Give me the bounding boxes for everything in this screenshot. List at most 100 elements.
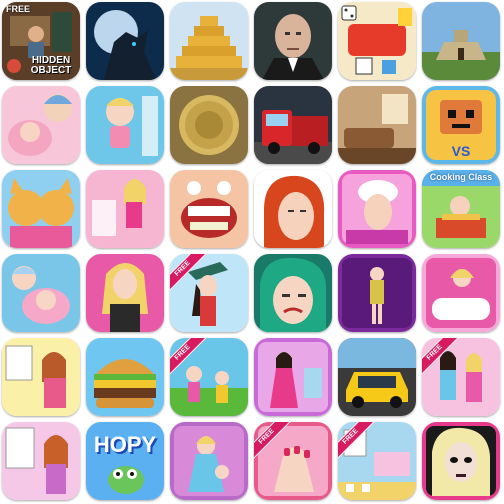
taxi-app-icon[interactable]	[338, 338, 416, 416]
kitty-twins-app-icon[interactable]	[2, 170, 80, 248]
blonde-fashion-artwork	[86, 254, 164, 332]
fashion-sketch-artwork	[2, 422, 80, 500]
baby-dress-up-artwork	[86, 86, 164, 164]
sick-girl-artwork	[254, 254, 332, 332]
app-icon-cell: FREE	[168, 252, 252, 336]
app-icon-cell	[84, 168, 168, 252]
hat-girl-artwork	[170, 254, 248, 332]
bald-man-artwork	[254, 2, 332, 80]
sick-girl-app-icon[interactable]	[254, 254, 332, 332]
fashion-sketch-app-icon[interactable]	[2, 422, 80, 500]
app-icon-cell	[84, 84, 168, 168]
app-icon-cell: FREE	[336, 420, 420, 504]
gothic-girl-app-icon[interactable]	[422, 422, 500, 500]
app-icon-cell: FREE	[168, 336, 252, 420]
living-room-app-icon[interactable]	[338, 86, 416, 164]
living-room-artwork	[338, 86, 416, 164]
dress-up-duo-app-icon[interactable]: FREE	[422, 338, 500, 416]
newborn-artwork	[2, 86, 80, 164]
hidden-object-artwork	[2, 2, 80, 80]
gold-coin-app-icon[interactable]	[170, 86, 248, 164]
cooking-artwork	[422, 170, 500, 248]
app-icon-cell	[336, 336, 420, 420]
face-surgery-app-icon[interactable]	[254, 170, 332, 248]
sketch-girl-app-icon[interactable]	[2, 338, 80, 416]
app-icon-cell	[336, 0, 420, 84]
werewolf-moon-app-icon[interactable]	[86, 2, 164, 80]
bald-man-app-icon[interactable]	[254, 2, 332, 80]
spa-artwork	[338, 170, 416, 248]
sketch-girl-artwork	[2, 338, 80, 416]
hidden-object-app-icon[interactable]: FREE HIDDEN OBJECT	[2, 2, 80, 80]
hopy-artwork	[86, 422, 164, 500]
app-icon-cell: VS	[420, 84, 504, 168]
pyramid-artwork	[170, 2, 248, 80]
mayan-temple-app-icon[interactable]	[422, 2, 500, 80]
gold-coin-artwork	[170, 86, 248, 164]
runway-artwork	[338, 254, 416, 332]
blonde-fashion-app-icon[interactable]	[86, 254, 164, 332]
app-icon-cell	[252, 336, 336, 420]
dentist-app-icon[interactable]	[170, 170, 248, 248]
room-decor-app-icon[interactable]: FREE	[338, 422, 416, 500]
app-icon-cell: Cooking Class	[420, 168, 504, 252]
app-icon-cell	[168, 0, 252, 84]
nail-salon-app-icon[interactable]: FREE	[254, 422, 332, 500]
mommy-baby-app-icon[interactable]	[2, 254, 80, 332]
burger-app-icon[interactable]	[86, 338, 164, 416]
pink-dress-app-icon[interactable]	[254, 338, 332, 416]
app-icon-cell	[168, 84, 252, 168]
app-icon-cell	[0, 420, 84, 504]
golden-pyramid-app-icon[interactable]	[170, 2, 248, 80]
gothic-girl-artwork	[422, 422, 500, 500]
mommy-baby-artwork	[2, 254, 80, 332]
app-icon-cell	[0, 84, 84, 168]
werewolf-artwork	[86, 2, 164, 80]
app-icon-cell	[336, 168, 420, 252]
app-icon-cell	[84, 336, 168, 420]
pink-dress-artwork	[254, 338, 332, 416]
fashion-girl-artwork	[86, 170, 164, 248]
app-icon-cell	[252, 252, 336, 336]
truck-artwork	[254, 86, 332, 164]
app-icon-cell	[252, 84, 336, 168]
app-icon-cell	[336, 84, 420, 168]
baby-dress-up-app-icon[interactable]	[86, 86, 164, 164]
word-game-artwork	[338, 2, 416, 80]
app-icon-cell: FREE	[252, 420, 336, 504]
princess-baby-app-icon[interactable]	[170, 422, 248, 500]
app-icon-cell: HOPY	[84, 420, 168, 504]
bubble-bath-app-icon[interactable]	[422, 254, 500, 332]
runway-model-app-icon[interactable]	[338, 254, 416, 332]
face-surgery-artwork	[254, 170, 332, 248]
svg-text:VS: VS	[452, 143, 471, 159]
app-icon-cell: FREE HIDDEN OBJECT	[0, 0, 84, 84]
app-icon-cell: FREE	[420, 336, 504, 420]
garden-girls-app-icon[interactable]: FREE	[170, 338, 248, 416]
app-icon-cell	[420, 420, 504, 504]
taxi-artwork	[338, 338, 416, 416]
temple-artwork	[422, 2, 500, 80]
word-game-app-icon[interactable]	[338, 2, 416, 80]
spa-makeover-app-icon[interactable]	[338, 170, 416, 248]
robot-battle-app-icon[interactable]: VS	[422, 86, 500, 164]
truck-driver-app-icon[interactable]	[254, 86, 332, 164]
nail-salon-artwork	[254, 422, 332, 500]
app-icon-cell	[168, 168, 252, 252]
princess-baby-artwork	[170, 422, 248, 500]
hat-girl-app-icon[interactable]: FREE	[170, 254, 248, 332]
app-icon-cell	[336, 252, 420, 336]
app-icon-cell	[252, 0, 336, 84]
garden-girls-artwork	[170, 338, 248, 416]
fashion-girl-app-icon[interactable]	[86, 170, 164, 248]
newborn-baby-app-icon[interactable]	[2, 86, 80, 164]
app-icon-cell	[252, 168, 336, 252]
kitty-artwork	[2, 170, 80, 248]
app-icon-cell	[0, 252, 84, 336]
bubble-bath-artwork	[422, 254, 500, 332]
app-icon-cell	[168, 420, 252, 504]
hopy-app-icon[interactable]: HOPY	[86, 422, 164, 500]
cooking-class-app-icon[interactable]: Cooking Class	[422, 170, 500, 248]
robot-battle-artwork: VS	[422, 86, 500, 164]
